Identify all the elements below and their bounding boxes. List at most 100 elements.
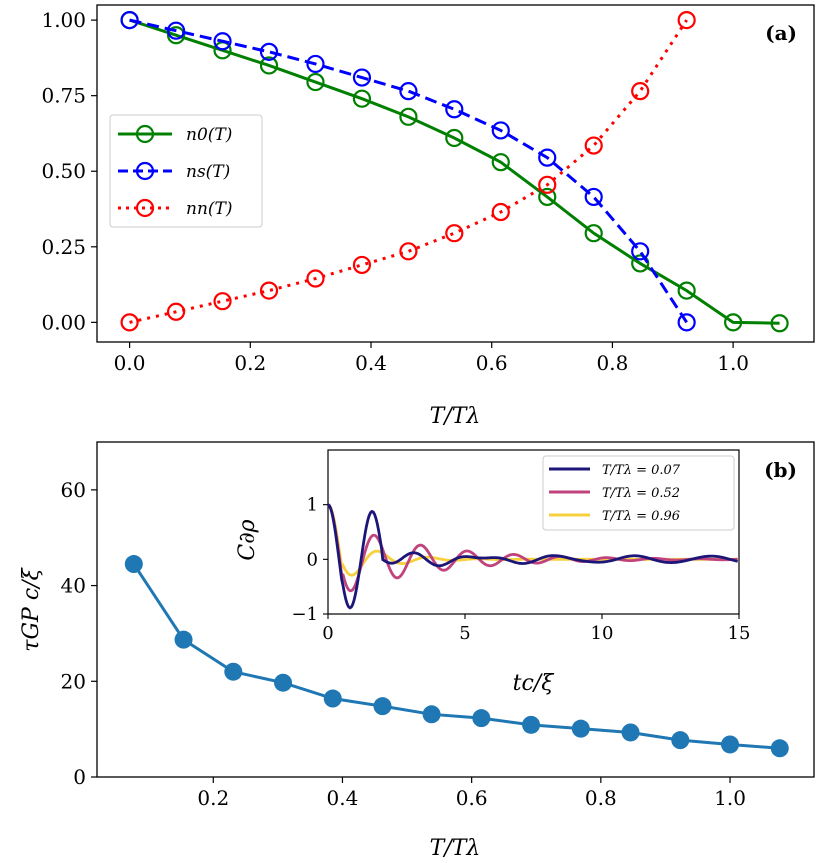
data-point: [399, 242, 418, 261]
data-point: [120, 313, 139, 332]
x-tick-label: 0.6: [456, 786, 488, 810]
y-tick-label: 40: [61, 574, 86, 598]
x-tick-label: 0.0: [114, 351, 146, 375]
data-point: [166, 26, 186, 45]
x-tick-label: 0.4: [327, 786, 359, 810]
data-point: [352, 255, 372, 275]
panel-a-series: [120, 11, 789, 333]
y-tick-label: 20: [61, 669, 86, 693]
data-point: [491, 153, 510, 172]
inset-x-tick-label: 5: [459, 623, 470, 644]
x-tick-label: 0.2: [197, 786, 229, 810]
data-point: [422, 705, 441, 724]
data-point: [445, 224, 464, 243]
panel-b-axes: 0.2 0.4 0.6 0.8 1.0 0 20 40 60: [61, 478, 746, 810]
x-tick-label: 1.0: [714, 786, 746, 810]
data-point: [770, 314, 789, 333]
data-point: [213, 292, 232, 311]
inset-legend-box: [542, 455, 735, 531]
y-tick-label: 0: [73, 765, 86, 789]
data-point: [770, 739, 789, 758]
legend-label: ns(T): [186, 162, 230, 182]
inset-xlabel: tc/ξ: [513, 671, 556, 696]
data-point: [306, 269, 325, 288]
panel-a-label: (a): [765, 21, 797, 45]
panel-b-xlabel: T/Tλ: [430, 836, 481, 861]
legend-label: n0(T): [186, 125, 232, 145]
data-point: [491, 121, 510, 140]
legend-marker: [135, 198, 155, 218]
inset-axes: 0 5 10 15−101: [291, 495, 750, 644]
data-point: [677, 313, 696, 332]
inset-legend-label: T/Tλ = 0.52: [602, 486, 680, 501]
inset-legend-label: T/Tλ = 0.07: [602, 463, 681, 478]
x-tick-label: 1.0: [717, 351, 749, 375]
panel-a-frame: [96, 4, 815, 343]
panel-b-label: (b): [764, 458, 797, 482]
inset-y-tick-label: −1: [291, 604, 318, 625]
data-point: [120, 11, 139, 30]
legend-marker: [135, 161, 155, 181]
inset-chart: 0 5 10 15−101 tc/ξ C∂ρ T/Tλ = 0.07T/Tλ = 0.…: [235, 449, 750, 696]
data-point: [399, 107, 418, 126]
data-point: [445, 100, 464, 119]
data-point: [352, 89, 372, 108]
data-point: [399, 82, 418, 101]
panel-a-xlabel: T/Tλ: [430, 404, 481, 429]
data-point: [259, 42, 279, 61]
data-point: [621, 723, 640, 742]
data-point: [724, 313, 743, 332]
inset-legend: T/Tλ = 0.07 T/Tλ = 0.52 T/Tλ = 0.96: [542, 455, 735, 531]
y-tick-label: 0.25: [41, 235, 86, 259]
x-tick-label: 0.2: [234, 351, 266, 375]
panel-b-ylabel: τGP c/ξ: [19, 566, 44, 651]
data-point: [213, 32, 232, 51]
data-point: [445, 128, 464, 148]
data-point: [224, 662, 243, 681]
data-point: [174, 630, 193, 649]
data-point: [677, 281, 696, 300]
y-tick-label: 0.00: [41, 310, 86, 334]
data-point: [522, 715, 541, 734]
legend-box: [109, 114, 263, 228]
inset-x-tick-label: 10: [591, 623, 614, 644]
inset-x-tick-label: 0: [322, 623, 333, 644]
panel-a: 0.0 0.2 0.4 0.6 0.8 1.0 0.00 0.25 0.50 0.75 1.00 (…: [41, 4, 815, 429]
data-point: [631, 242, 650, 261]
data-point: [721, 735, 740, 754]
legend-marker: [135, 124, 155, 144]
x-tick-label: 0.4: [355, 351, 387, 375]
data-point: [538, 175, 557, 194]
data-point: [538, 148, 557, 167]
data-point: [677, 11, 696, 30]
x-tick-label: 0.8: [597, 351, 629, 375]
inset-y-tick-label: 1: [307, 495, 318, 516]
data-point: [584, 187, 603, 207]
data-point: [352, 68, 372, 87]
series-line-0: [129, 18, 780, 325]
data-point: [584, 224, 603, 243]
data-point: [259, 56, 279, 75]
inset-ylabel: C∂ρ: [235, 519, 260, 560]
panel-a-axes: 0.0 0.2 0.4 0.6 0.8 1.0 0.00 0.25 0.50 0.75 1.00: [41, 8, 749, 375]
y-tick-label: 0.75: [41, 84, 86, 108]
data-point: [259, 281, 279, 300]
data-point: [538, 187, 557, 207]
data-point: [491, 202, 510, 222]
data-point: [166, 302, 186, 321]
data-point: [166, 21, 186, 40]
inset-y-tick-label: 0: [307, 549, 318, 570]
inset-legend-label: T/Tλ = 0.96: [602, 509, 680, 524]
panel-b-series: [124, 555, 789, 758]
inset-series-line: [327, 503, 738, 610]
legend-label: nn(T): [186, 199, 233, 219]
data-point: [124, 555, 143, 574]
inset-x-tick-label: 15: [728, 623, 751, 644]
series-line-1: [129, 18, 688, 324]
panel-a-legend: n0(T) ns(T) nn(T): [109, 114, 263, 228]
data-point: [571, 719, 590, 738]
data-point: [472, 709, 491, 728]
data-point: [631, 254, 650, 273]
